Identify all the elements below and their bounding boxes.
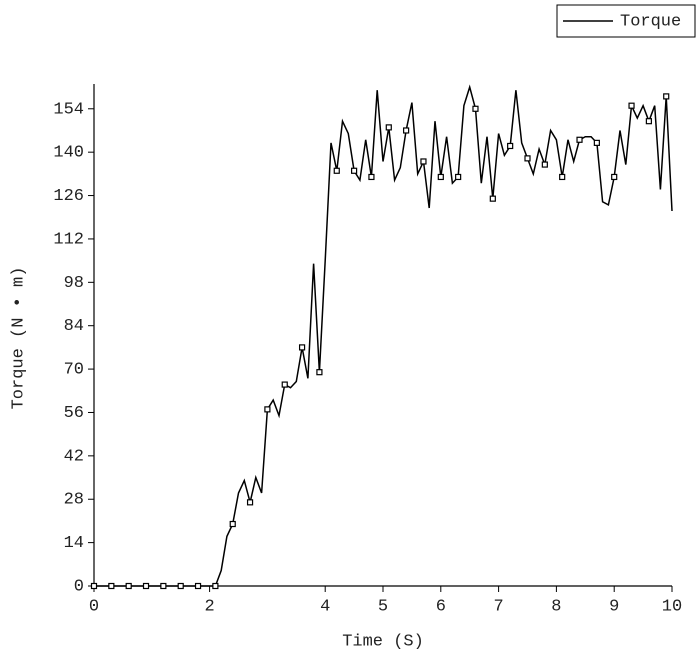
marker xyxy=(108,582,115,590)
x-tick-label: 4 xyxy=(320,597,330,616)
y-tick-label: 112 xyxy=(53,230,84,249)
x-tick-label: 5 xyxy=(378,597,388,616)
marker xyxy=(177,582,184,590)
marker xyxy=(125,582,132,590)
y-tick-label: 70 xyxy=(64,361,84,380)
y-tick-label: 126 xyxy=(53,187,84,206)
marker xyxy=(194,582,202,590)
marker xyxy=(541,161,548,168)
marker xyxy=(160,582,167,590)
marker xyxy=(212,582,219,590)
marker xyxy=(368,173,375,181)
marker xyxy=(403,127,410,134)
marker xyxy=(420,158,427,165)
marker xyxy=(559,173,566,181)
marker xyxy=(264,406,271,413)
marker xyxy=(576,136,583,143)
marker xyxy=(142,582,150,590)
marker xyxy=(281,381,288,388)
line xyxy=(94,84,673,587)
marker xyxy=(385,124,392,131)
x-tick-label: 8 xyxy=(551,597,561,616)
marker xyxy=(455,173,462,181)
y-tick-label: 56 xyxy=(64,404,84,423)
x-tick-label: 9 xyxy=(609,597,619,616)
marker xyxy=(351,167,358,174)
marker xyxy=(437,173,444,181)
y-tick-label: 14 xyxy=(64,534,84,553)
y-tick-label: 154 xyxy=(53,100,84,119)
x-tick-label: 0 xyxy=(89,597,99,616)
y-tick-label: 140 xyxy=(53,144,84,163)
marker xyxy=(333,167,340,174)
marker xyxy=(524,155,531,162)
y-tick-label: 98 xyxy=(64,274,84,293)
marker xyxy=(246,499,254,506)
y-tick-label: 42 xyxy=(64,447,84,466)
y-tick-label: 0 xyxy=(74,577,84,596)
y-tick-label: 28 xyxy=(64,491,84,510)
marker xyxy=(229,520,236,528)
marker xyxy=(90,582,98,590)
y-tick-label: 84 xyxy=(64,317,84,336)
x-tick-label: 2 xyxy=(204,597,214,616)
marker xyxy=(507,142,514,150)
legend-label: Torque xyxy=(620,12,681,31)
x-tick-label: 10 xyxy=(662,597,682,616)
marker xyxy=(611,173,618,181)
marker xyxy=(489,195,496,202)
marker xyxy=(593,139,600,146)
marker xyxy=(663,93,670,100)
marker xyxy=(472,105,479,112)
x-axis-title: Time (S) xyxy=(342,632,424,651)
x-tick-label: 6 xyxy=(436,597,446,616)
marker xyxy=(645,118,652,125)
marker xyxy=(298,344,306,351)
marker xyxy=(316,369,323,376)
marker xyxy=(628,102,635,109)
y-axis-title: Torque (N • m) xyxy=(9,267,28,410)
x-tick-label: 7 xyxy=(493,597,503,616)
